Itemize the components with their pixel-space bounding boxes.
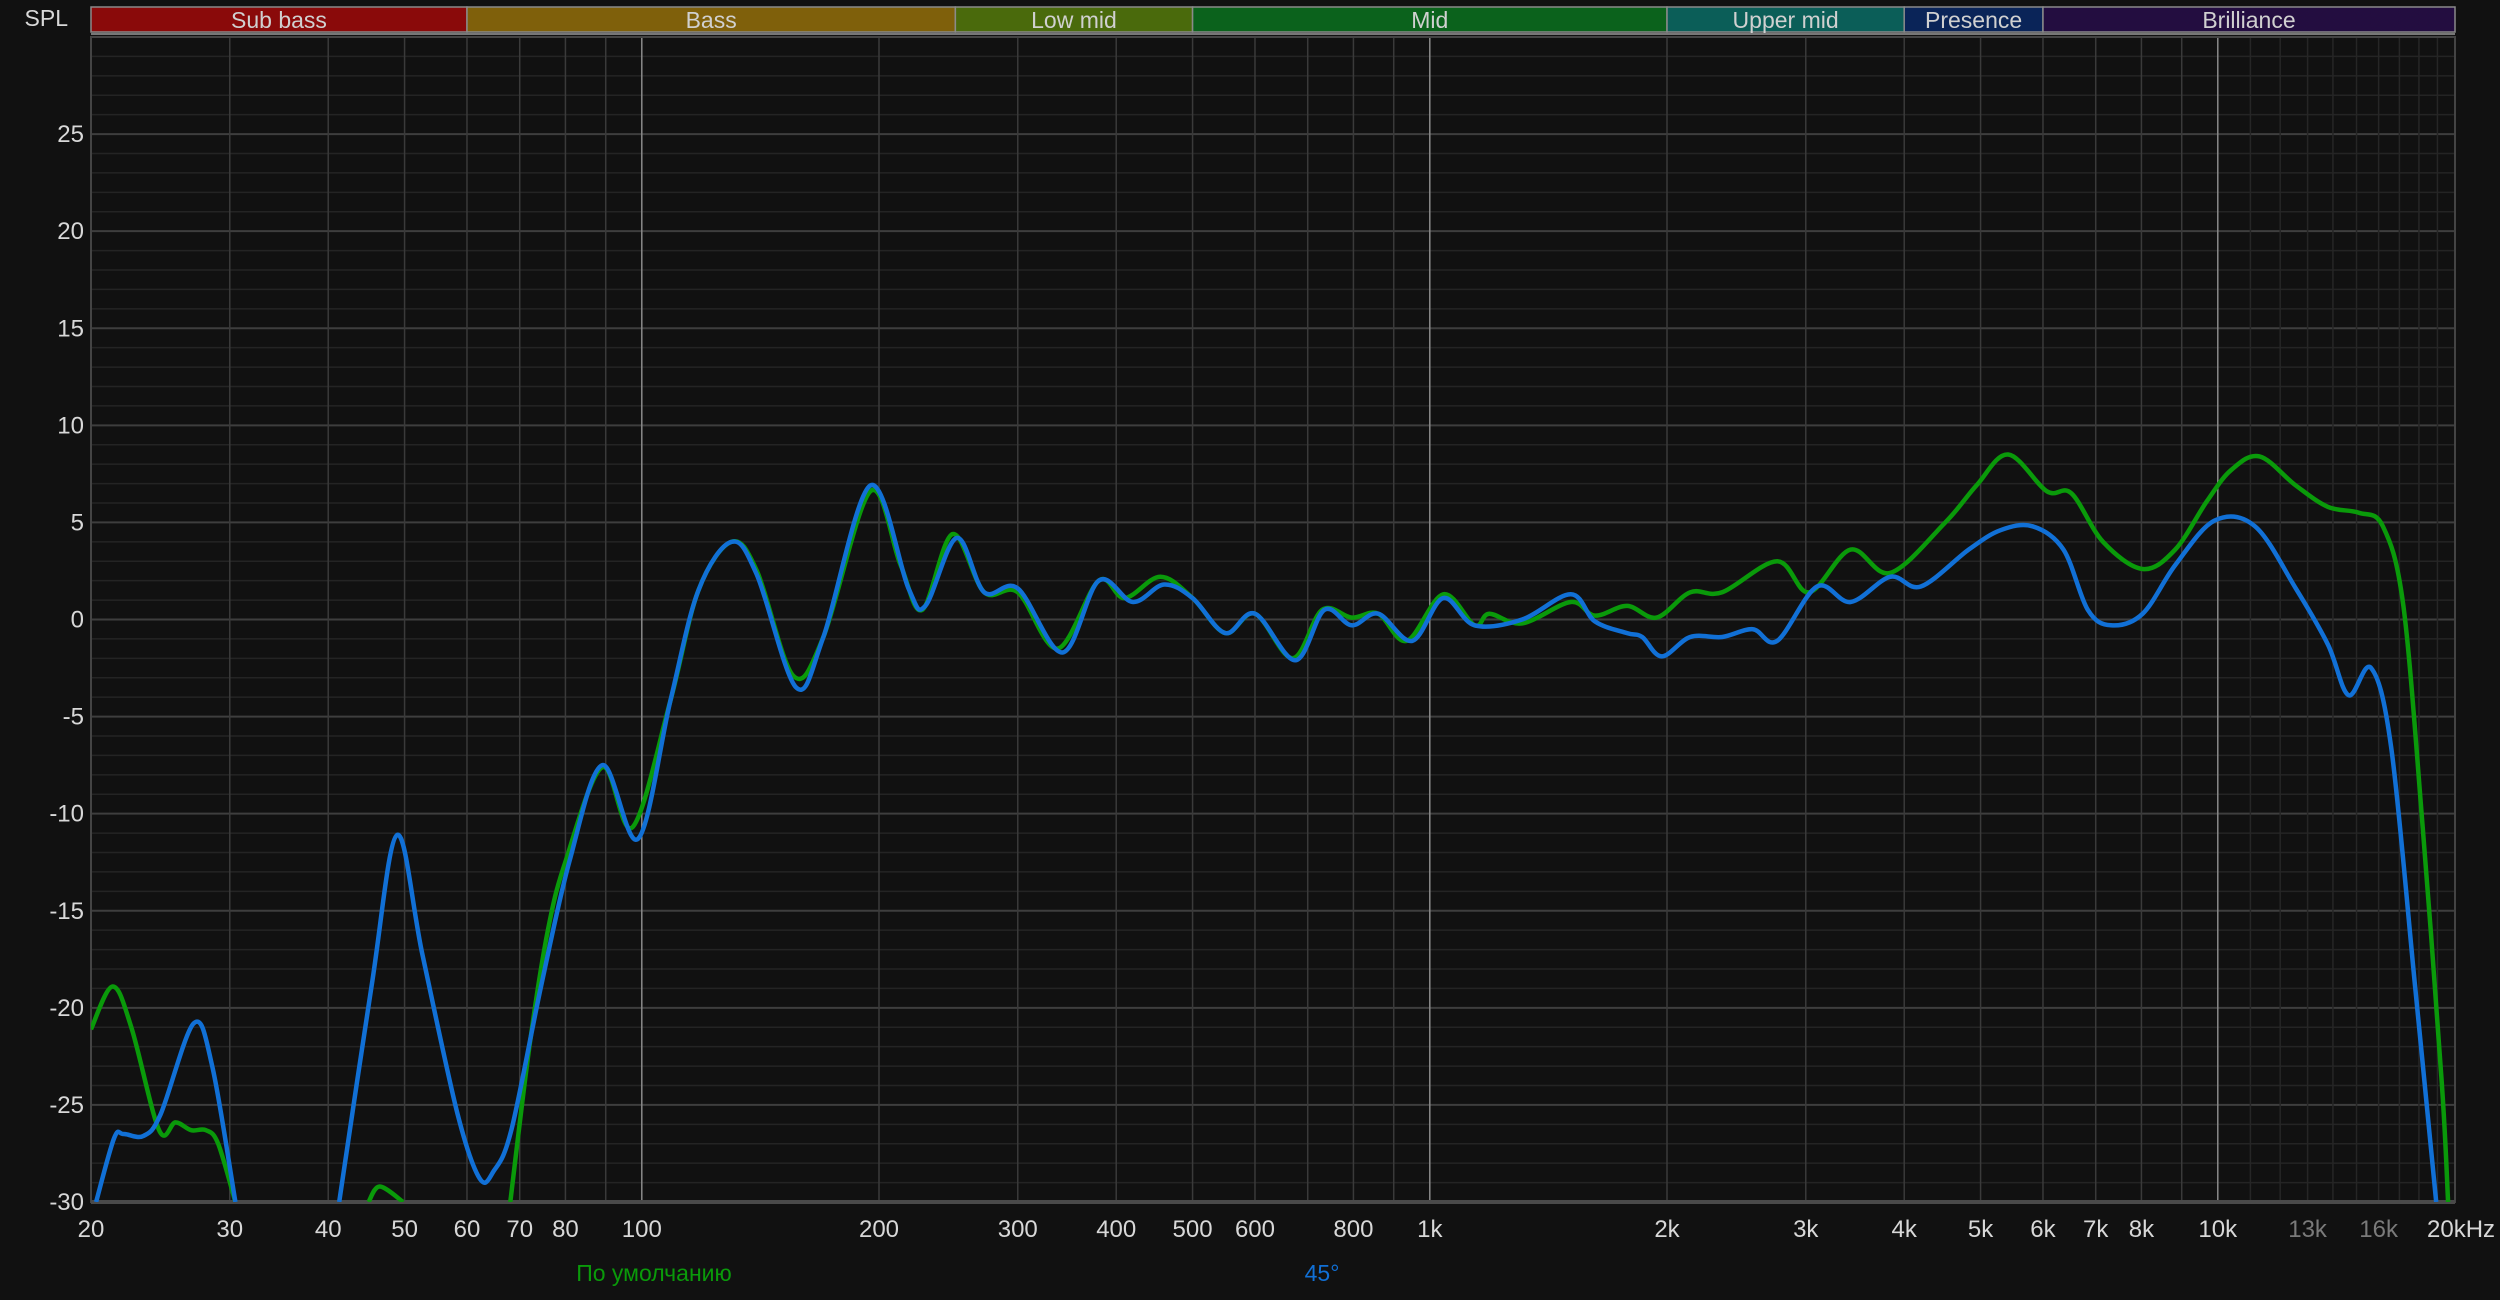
band-sub-bass	[90, 6, 468, 33]
x-tick-label: 10k	[2198, 1216, 2238, 1243]
x-tick-label: 20	[78, 1216, 105, 1243]
x-tick-label: 40	[315, 1216, 342, 1243]
y-tick-label: 15	[57, 315, 84, 342]
legend-entry-45deg[interactable]: 45°	[1305, 1260, 1340, 1286]
band-label: Bass	[686, 7, 737, 33]
x-tick-label: 13k	[2288, 1216, 2328, 1243]
x-tick-label: 1k	[1417, 1216, 1443, 1243]
x-tick-label: 8k	[2129, 1216, 2155, 1243]
y-tick-label: -30	[49, 1189, 84, 1216]
x-tick-label: 200	[859, 1216, 899, 1243]
y-tick-label: -25	[49, 1092, 84, 1119]
band-label: Low mid	[1031, 7, 1117, 33]
band-label: Mid	[1411, 7, 1448, 33]
x-tick-label: 300	[998, 1216, 1038, 1243]
band-brilliance	[2042, 6, 2456, 33]
x-tick-label: 100	[622, 1216, 662, 1243]
x-tick-label: 80	[552, 1216, 579, 1243]
y-tick-label: -20	[49, 995, 84, 1022]
x-tick-label: 2k	[1654, 1216, 1680, 1243]
x-tick-label: 4k	[1892, 1216, 1918, 1243]
x-tick-label: 400	[1096, 1216, 1136, 1243]
band-bass	[466, 6, 957, 33]
y-tick-label: 20	[57, 218, 84, 245]
series-line-0-segment-0	[91, 984, 238, 1202]
series-lines	[91, 452, 2451, 1202]
band-upper-mid	[1666, 6, 1905, 33]
band-low-mid	[954, 6, 1194, 33]
x-tick-label: 50	[391, 1216, 418, 1243]
band-label: Upper mid	[1733, 7, 1839, 33]
x-tick-label: 800	[1333, 1216, 1373, 1243]
frequency-band-bar: Sub bass Bass Low mid Mid Upper mid Presence B…	[90, 6, 2456, 35]
series-line-1-segment-1	[336, 483, 2439, 1202]
series-line-1-segment-0	[93, 1019, 238, 1202]
x-axis-ticks: 20 30 40 50 60 70 80 100 200 300 400 500 600 800 1k 2k 3…	[78, 1216, 2495, 1243]
x-tick-label: 600	[1235, 1216, 1275, 1243]
x-tick-label: 3k	[1793, 1216, 1819, 1243]
band-presence	[1903, 6, 2044, 33]
x-tick-label: 60	[454, 1216, 481, 1243]
y-tick-label: 0	[71, 607, 84, 634]
y-tick-label: 10	[57, 412, 84, 439]
band-label: Brilliance	[2202, 7, 2295, 33]
x-tick-label: 70	[506, 1216, 533, 1243]
y-axis-label: SPL	[25, 5, 69, 31]
band-label: Presence	[1925, 7, 2022, 33]
x-tick-label: 5k	[1968, 1216, 1994, 1243]
y-tick-label: -10	[49, 801, 84, 828]
x-tick-label: 500	[1173, 1216, 1213, 1243]
grid	[90, 36, 2456, 1204]
y-axis-ticks: 25 20 15 10 5 0 -5 -10 -15 -20 -25 -30	[49, 121, 84, 1216]
y-tick-label: -5	[63, 704, 84, 731]
band-label: Sub bass	[231, 7, 327, 33]
y-tick-label: -15	[49, 898, 84, 925]
x-tick-label: 7k	[2083, 1216, 2109, 1243]
legend-entry-default[interactable]: По умолчанию	[576, 1260, 732, 1286]
y-tick-label: 25	[57, 121, 84, 148]
x-tick-label: 20kHz	[2427, 1216, 2495, 1243]
x-tick-label: 6k	[2030, 1216, 2056, 1243]
series-line-0-segment-1	[366, 1184, 405, 1202]
x-tick-label: 30	[216, 1216, 243, 1243]
x-tick-label: 16k	[2359, 1216, 2399, 1243]
y-tick-label: 5	[71, 509, 84, 536]
